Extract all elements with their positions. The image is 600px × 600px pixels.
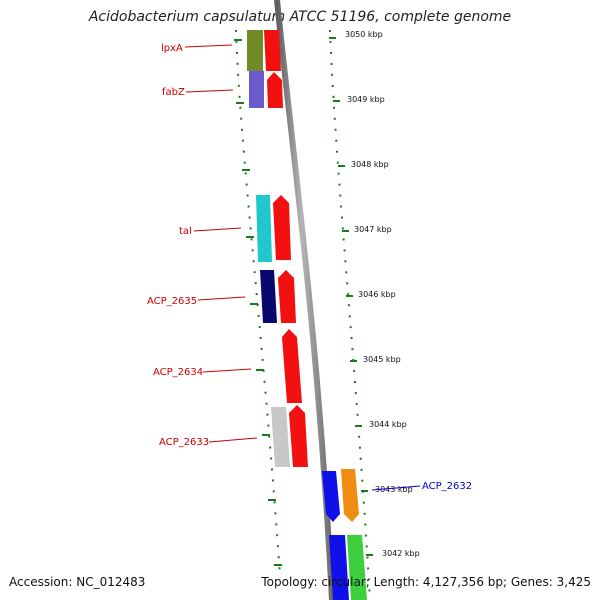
gene-label-lpxA: lpxA [161, 43, 183, 54]
scale-label-3042: 3042 kbp [382, 549, 420, 558]
gene-block-tal[interactable] [256, 195, 272, 262]
gene-block-lower-blue[interactable] [329, 535, 349, 600]
gene-arrow-ACP_2633-right[interactable] [289, 405, 308, 467]
accession-text: Accession: NC_012483 [9, 575, 146, 589]
scale-label-3048: 3048 kbp [351, 160, 389, 169]
genome-info-text: Topology: circular; Length: 4,127,356 bp… [261, 575, 591, 589]
right-dashed-ruler [329, 29, 373, 600]
scale-label-3043: 3043 kbp [375, 485, 413, 494]
lower-genes [322, 469, 367, 600]
scale-labels: 3050 kbp 3049 kbp 3048 kbp 3047 kbp 3046… [345, 30, 420, 558]
gene-arrow-lpxA-right[interactable] [264, 30, 281, 71]
gene-arrow-tal-right[interactable] [273, 195, 291, 260]
right-strand-genes [264, 30, 308, 467]
gene-block-lower-green[interactable] [347, 535, 367, 600]
gene-arrow-ACP_2632-blue[interactable] [322, 471, 340, 522]
scale-label-3046: 3046 kbp [358, 290, 396, 299]
gene-block-ACP_2633[interactable] [271, 407, 290, 467]
gene-arrow-ACP_2635-right[interactable] [278, 270, 296, 323]
gene-label-tal: tal [179, 226, 192, 237]
gene-label-ACP_2632: ACP_2632 [422, 481, 472, 492]
gene-block-lpxA[interactable] [247, 30, 263, 71]
gene-label-ACP_2634: ACP_2634 [153, 367, 203, 378]
gene-label-ACP_2635: ACP_2635 [147, 296, 197, 307]
scale-label-3049: 3049 kbp [347, 95, 385, 104]
left-strand-genes [247, 30, 290, 467]
scale-label-3047: 3047 kbp [354, 225, 392, 234]
gene-block-ACP_2635[interactable] [260, 270, 277, 323]
gene-label-ACP_2633: ACP_2633 [159, 437, 209, 448]
gene-arrow-ACP_2632-orange[interactable] [341, 469, 359, 522]
scale-label-3050: 3050 kbp [345, 30, 383, 39]
gene-block-fabZ[interactable] [249, 71, 264, 108]
left-dashed-ruler [234, 29, 282, 576]
scale-label-3045: 3045 kbp [363, 355, 401, 364]
genome-title: Acidobacterium capsulatum ATCC 51196, co… [88, 9, 512, 25]
gene-arrow-fabZ-right[interactable] [267, 72, 283, 108]
gene-arrow-ACP_2634[interactable] [282, 329, 302, 403]
gene-labels: lpxA fabZ tal ACP_2635 ACP_2634 ACP_2633… [147, 43, 472, 492]
gene-label-fabZ: fabZ [162, 87, 185, 98]
scale-label-3044: 3044 kbp [369, 420, 407, 429]
